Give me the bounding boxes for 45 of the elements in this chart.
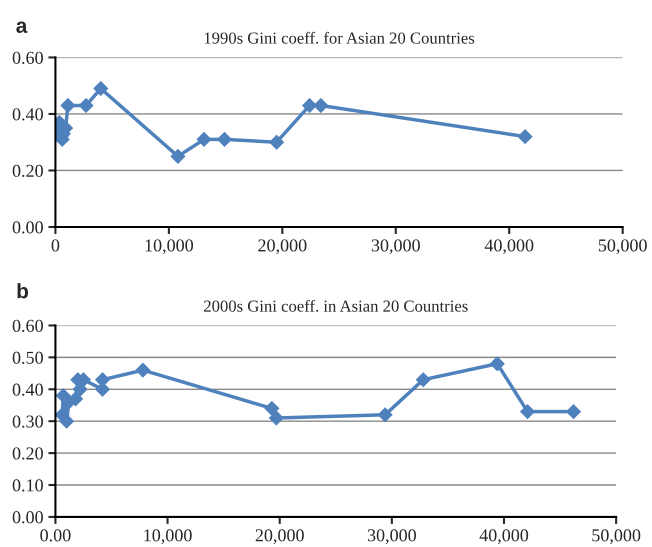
chart-title: 1990s Gini coeff. for Asian 20 Countries bbox=[204, 32, 474, 44]
point bbox=[302, 98, 317, 113]
x-tick-label: 40,000 bbox=[480, 529, 528, 544]
x-tick-label: 50,000 bbox=[598, 239, 647, 254]
y-tick-label: 0.60 bbox=[12, 52, 43, 64]
point bbox=[518, 129, 532, 144]
y-tick-label: 0.00 bbox=[12, 511, 43, 524]
y-tick-label: 0.20 bbox=[12, 164, 43, 178]
chart-title: 2000s Gini coeff. in Asian 20 Countries bbox=[204, 300, 468, 312]
x-tick-label: 30,000 bbox=[368, 529, 416, 544]
point bbox=[378, 407, 393, 422]
point bbox=[490, 356, 505, 372]
y-tick-label: 0.60 bbox=[12, 320, 43, 332]
point bbox=[135, 362, 150, 378]
text: a bbox=[16, 22, 28, 33]
point bbox=[268, 410, 284, 426]
y-tick-label: 0.00 bbox=[12, 221, 43, 234]
point bbox=[93, 81, 108, 96]
x-tick-label: 0.00 bbox=[40, 529, 71, 542]
y-tick-label: 0.40 bbox=[12, 384, 43, 396]
x-tick-label: 20,000 bbox=[258, 239, 306, 254]
text: b bbox=[18, 283, 28, 298]
point bbox=[269, 134, 284, 150]
x-tick-label: 50,000 bbox=[592, 529, 640, 544]
point bbox=[217, 132, 232, 147]
x-tick-label: 0 bbox=[52, 239, 60, 252]
y-tick-label: 0.10 bbox=[12, 479, 43, 492]
x-tick-label: 10,000 bbox=[144, 529, 192, 544]
y-tick-label: 0.50 bbox=[12, 352, 43, 364]
point bbox=[78, 98, 94, 113]
y-tick-label: 0.20 bbox=[12, 447, 43, 460]
x-tick-label: 40,000 bbox=[484, 239, 534, 254]
x-tick-label: 10,000 bbox=[146, 239, 194, 254]
x-tick-label: 20,000 bbox=[256, 529, 304, 544]
point bbox=[566, 404, 581, 420]
point bbox=[313, 98, 328, 113]
point bbox=[170, 148, 186, 164]
y-tick-label: 0.40 bbox=[12, 108, 43, 120]
point bbox=[520, 404, 535, 420]
point bbox=[196, 132, 212, 147]
point bbox=[416, 372, 431, 388]
point bbox=[264, 401, 280, 416]
point bbox=[60, 98, 76, 113]
y-tick-label: 0.30 bbox=[12, 415, 43, 428]
x-tick-label: 30,000 bbox=[372, 239, 420, 254]
